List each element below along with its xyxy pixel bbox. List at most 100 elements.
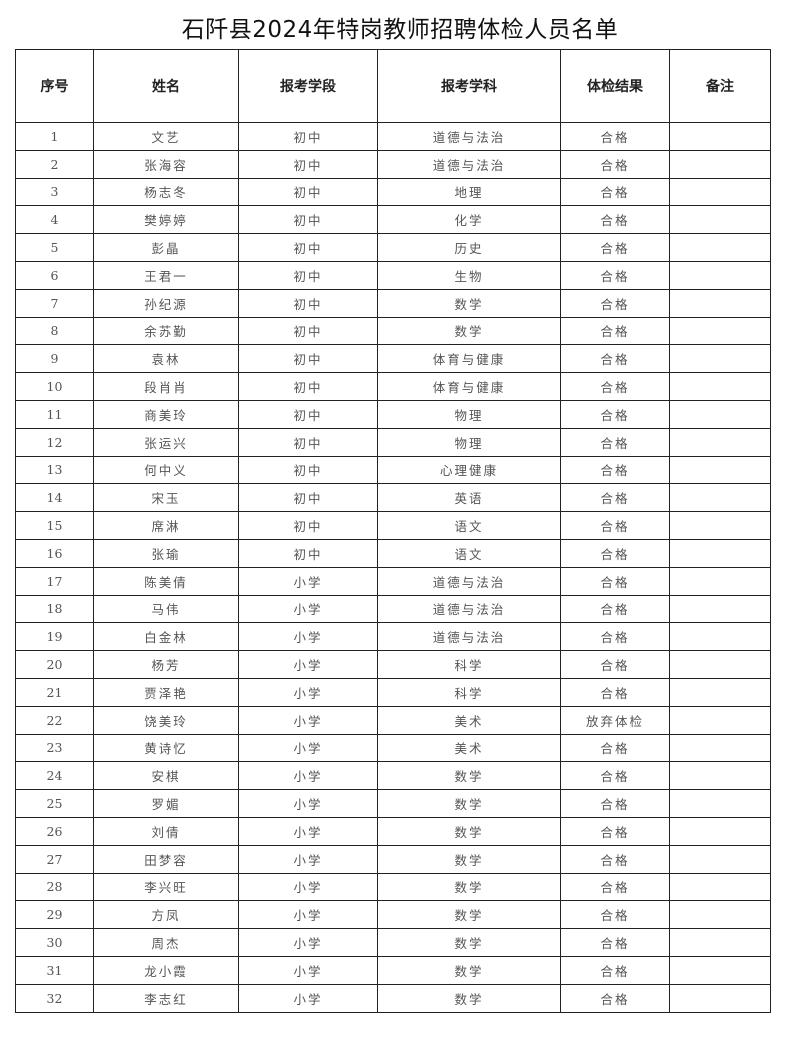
cell-subject: 科学 xyxy=(377,677,561,707)
cell-remark xyxy=(669,122,771,151)
cell-remark xyxy=(669,677,771,707)
cell-remark xyxy=(669,288,771,318)
cell-result: 合格 xyxy=(560,955,670,985)
cell-remark xyxy=(669,260,771,290)
cell-index: 15 xyxy=(15,511,94,540)
cell-remark xyxy=(669,594,771,624)
cell-name: 杨芳 xyxy=(93,650,239,679)
table-row: 7 孙纪源 初中 数学 合格 xyxy=(15,288,771,318)
table-row: 32 李志红 小学 数学 合格 xyxy=(15,983,771,1013)
cell-stage: 小学 xyxy=(238,677,378,707)
cell-result: 合格 xyxy=(560,483,670,513)
cell-result: 合格 xyxy=(560,149,670,179)
cell-name: 何中义 xyxy=(93,455,239,485)
cell-subject: 数学 xyxy=(377,928,561,957)
cell-name: 张海容 xyxy=(93,149,239,179)
header-stage: 报考学段 xyxy=(238,49,378,123)
cell-subject: 美术 xyxy=(377,705,561,735)
cell-stage: 小学 xyxy=(238,816,378,846)
candidate-table: 序号 姓名 报考学段 报考学科 体检结果 备注 1 文艺 初中 道德与法治 合格 2 张海容… xyxy=(15,49,771,1013)
cell-name: 王君一 xyxy=(93,260,239,290)
cell-stage: 初中 xyxy=(238,122,378,151)
cell-stage: 小学 xyxy=(238,955,378,985)
table-row: 17 陈美倩 小学 道德与法治 合格 xyxy=(15,566,771,596)
cell-remark xyxy=(669,344,771,374)
cell-index: 26 xyxy=(15,816,94,846)
header-subject: 报考学科 xyxy=(377,49,561,123)
cell-remark xyxy=(669,205,771,235)
cell-stage: 小学 xyxy=(238,733,378,763)
table-row: 31 龙小霞 小学 数学 合格 xyxy=(15,955,771,985)
cell-index: 10 xyxy=(15,372,94,401)
header-name: 姓名 xyxy=(93,49,239,123)
cell-result: 合格 xyxy=(560,622,670,652)
cell-result: 合格 xyxy=(560,427,670,457)
cell-name: 李志红 xyxy=(93,983,239,1013)
cell-subject: 化学 xyxy=(377,205,561,235)
cell-result: 合格 xyxy=(560,122,670,151)
cell-stage: 小学 xyxy=(238,594,378,624)
table-row: 19 白金林 小学 道德与法治 合格 xyxy=(15,622,771,652)
cell-subject: 数学 xyxy=(377,316,561,346)
cell-stage: 初中 xyxy=(238,260,378,290)
cell-index: 25 xyxy=(15,789,94,818)
table-row: 12 张运兴 初中 物理 合格 xyxy=(15,427,771,457)
cell-stage: 初中 xyxy=(238,205,378,235)
cell-subject: 数学 xyxy=(377,983,561,1013)
cell-result: 合格 xyxy=(560,511,670,540)
cell-index: 30 xyxy=(15,928,94,957)
cell-subject: 道德与法治 xyxy=(377,149,561,179)
cell-result: 合格 xyxy=(560,844,670,874)
cell-remark xyxy=(669,566,771,596)
cell-stage: 初中 xyxy=(238,399,378,429)
cell-stage: 小学 xyxy=(238,844,378,874)
cell-result: 合格 xyxy=(560,900,670,930)
cell-subject: 数学 xyxy=(377,288,561,318)
cell-index: 3 xyxy=(15,177,94,207)
cell-result: 合格 xyxy=(560,344,670,374)
table-row: 30 周杰 小学 数学 合格 xyxy=(15,928,771,957)
cell-result: 合格 xyxy=(560,566,670,596)
cell-stage: 初中 xyxy=(238,316,378,346)
cell-index: 24 xyxy=(15,761,94,791)
cell-remark xyxy=(669,316,771,346)
cell-subject: 数学 xyxy=(377,900,561,930)
table-row: 4 樊婷婷 初中 化学 合格 xyxy=(15,205,771,235)
table-row: 26 刘倩 小学 数学 合格 xyxy=(15,816,771,846)
cell-remark xyxy=(669,789,771,818)
cell-subject: 地理 xyxy=(377,177,561,207)
cell-index: 7 xyxy=(15,288,94,318)
cell-subject: 数学 xyxy=(377,844,561,874)
cell-subject: 道德与法治 xyxy=(377,594,561,624)
cell-stage: 初中 xyxy=(238,177,378,207)
cell-name: 张运兴 xyxy=(93,427,239,457)
cell-result: 合格 xyxy=(560,816,670,846)
cell-index: 14 xyxy=(15,483,94,513)
cell-name: 樊婷婷 xyxy=(93,205,239,235)
cell-remark xyxy=(669,427,771,457)
table-row: 9 袁林 初中 体育与健康 合格 xyxy=(15,344,771,374)
cell-index: 6 xyxy=(15,260,94,290)
cell-index: 5 xyxy=(15,233,94,262)
cell-result: 合格 xyxy=(560,733,670,763)
cell-name: 安棋 xyxy=(93,761,239,791)
table-row: 6 王君一 初中 生物 合格 xyxy=(15,260,771,290)
cell-name: 马伟 xyxy=(93,594,239,624)
cell-name: 张瑜 xyxy=(93,538,239,568)
cell-stage: 小学 xyxy=(238,928,378,957)
cell-remark xyxy=(669,372,771,401)
cell-stage: 小学 xyxy=(238,705,378,735)
cell-index: 9 xyxy=(15,344,94,374)
cell-stage: 初中 xyxy=(238,372,378,401)
cell-name: 席淋 xyxy=(93,511,239,540)
cell-result: 合格 xyxy=(560,288,670,318)
cell-remark xyxy=(669,622,771,652)
cell-result: 合格 xyxy=(560,538,670,568)
cell-subject: 数学 xyxy=(377,761,561,791)
cell-stage: 初中 xyxy=(238,288,378,318)
cell-name: 罗媚 xyxy=(93,789,239,818)
cell-result: 合格 xyxy=(560,789,670,818)
cell-result: 合格 xyxy=(560,233,670,262)
cell-index: 20 xyxy=(15,650,94,679)
table-row: 5 彭晶 初中 历史 合格 xyxy=(15,233,771,262)
